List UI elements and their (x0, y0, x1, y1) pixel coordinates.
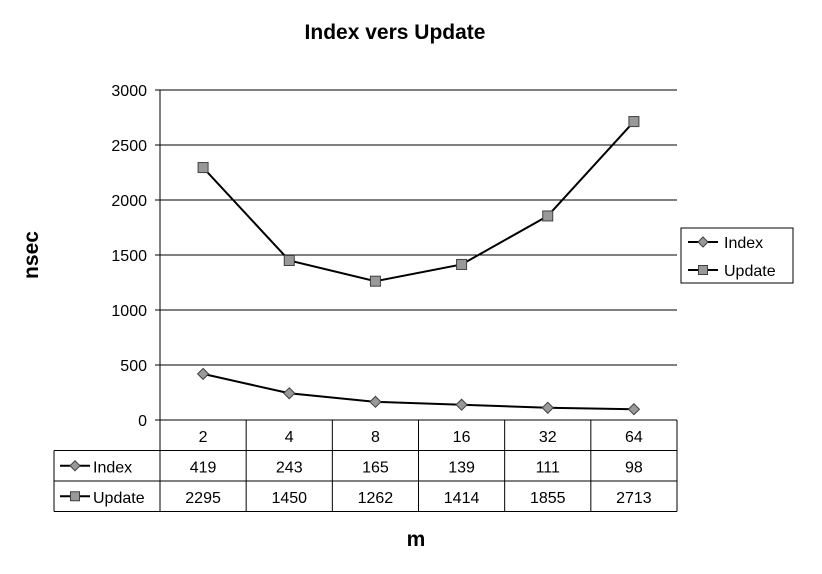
data-point-update (456, 258, 468, 270)
legend-key-marker (697, 236, 709, 248)
data-value: 1414 (444, 490, 480, 507)
data-point-index (369, 395, 382, 409)
table-key-marker (70, 491, 80, 502)
y-tick-label: 2500 (111, 138, 147, 155)
series-line-index (202, 372, 634, 411)
data-point-index (196, 367, 210, 381)
x-tick-label: 4 (285, 429, 294, 446)
data-table: 2 4 8 16 32 64 Index 419 243 165 139 111 98 Update 229… (53, 419, 678, 512)
y-tick-label: 1500 (111, 248, 147, 265)
series-layer (196, 116, 641, 416)
data-value: 98 (625, 460, 643, 477)
data-value: 1262 (358, 490, 394, 507)
series-line-update (202, 120, 635, 283)
data-point-index (627, 403, 641, 416)
data-value: 2295 (185, 490, 221, 507)
data-value: 1855 (530, 490, 566, 507)
data-value: 111 (536, 460, 560, 477)
x-tick-label: 16 (453, 429, 471, 446)
data-point-update (542, 210, 554, 222)
x-tick-label: 8 (371, 429, 380, 446)
table-series-label: Index (93, 460, 132, 477)
x-axis-title: m (407, 528, 426, 551)
data-value: 139 (448, 460, 475, 477)
x-tick-label: 2 (199, 429, 208, 446)
data-value: 419 (190, 460, 217, 477)
data-point-update (197, 162, 209, 174)
data-point-index (541, 401, 554, 414)
plot-grid (155, 89, 677, 421)
data-point-index (455, 398, 468, 411)
table-key-marker (69, 460, 81, 472)
y-axis-title: nsec (20, 231, 43, 279)
y-tick-label: 1000 (111, 303, 147, 320)
legend: Index Update (680, 227, 794, 284)
y-tick-label: 500 (120, 358, 147, 375)
data-point-update (283, 255, 295, 266)
legend-label: Index (724, 235, 763, 252)
table-series-label: Update (93, 490, 145, 507)
y-tick-label: 0 (138, 413, 147, 430)
data-value: 165 (362, 460, 389, 477)
data-point-update (369, 275, 381, 287)
data-point-update (628, 116, 640, 128)
data-value: 1450 (271, 490, 307, 507)
x-tick-label: 64 (625, 429, 643, 446)
legend-label: Update (724, 263, 776, 280)
data-value: 243 (276, 460, 303, 477)
data-value: 2713 (616, 490, 652, 507)
legend-key-marker (698, 265, 708, 275)
y-tick-label: 3000 (111, 83, 147, 100)
y-axis-ticks: 0 500 1000 1500 2000 2500 3000 (111, 83, 147, 430)
data-point-index (283, 387, 296, 400)
y-tick-label: 2000 (111, 193, 147, 210)
x-tick-label: 32 (539, 429, 557, 446)
chart-title: Index vers Update (305, 21, 486, 44)
